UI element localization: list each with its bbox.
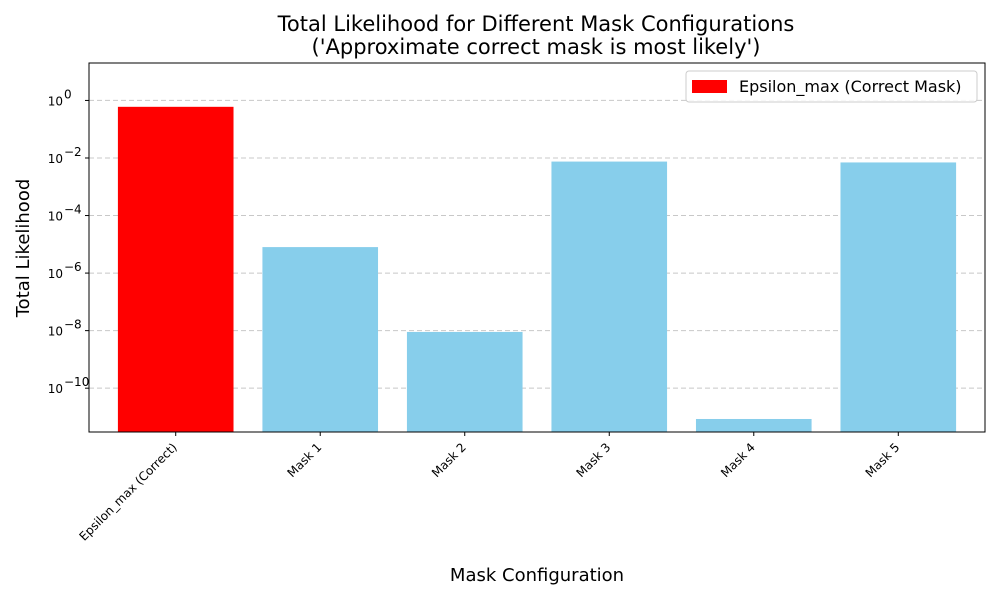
y-tick-label-exponent: −8 (64, 318, 82, 332)
bar-2 (406, 331, 523, 432)
bar-1 (262, 247, 379, 432)
legend-box (685, 70, 978, 103)
chart-subtitle: ('Approximate correct mask is most likel… (312, 35, 761, 59)
y-axis-label: Total Likelihood (13, 179, 34, 319)
legend: Epsilon_max (Correct Mask) (685, 70, 978, 103)
legend-swatch (692, 80, 727, 93)
grid-lines (89, 99, 985, 389)
y-tick-label: 10 (48, 94, 63, 108)
bar-5 (840, 162, 957, 432)
y-tick-label: 10 (48, 325, 63, 339)
y-tick-label-exponent: 0 (64, 87, 72, 101)
bar-0 (117, 106, 234, 432)
x-axis-label: Mask Configuration (450, 565, 624, 586)
bar-3 (551, 161, 668, 432)
plot-frame (88, 62, 986, 433)
y-tick-label: 10 (48, 382, 63, 396)
y-tick-label-exponent: −4 (64, 203, 82, 217)
y-tick-label: 10 (48, 210, 63, 224)
y-tick-label-exponent: −6 (64, 260, 82, 274)
chart-title: Total Likelihood for Different Mask Conf… (277, 12, 795, 36)
y-tick-label: 10 (48, 267, 63, 281)
y-tick-label-exponent: −2 (64, 145, 82, 159)
bar-4 (695, 418, 812, 432)
y-tick-label: 10 (48, 152, 63, 166)
bars (117, 106, 957, 432)
y-tick-label-exponent: −10 (64, 375, 89, 389)
legend-label: Epsilon_max (Correct Mask) (739, 77, 962, 97)
